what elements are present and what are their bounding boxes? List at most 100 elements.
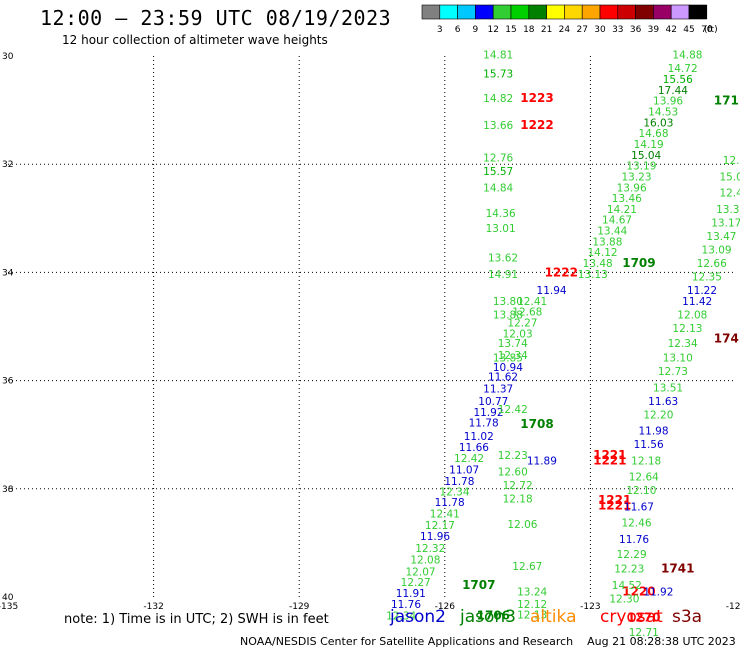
legend-swatch [653,4,672,20]
wave-height-label: 13.01 [486,223,516,235]
wave-height-label: 11.78 [469,418,499,430]
wave-height-label: 11.94 [537,285,567,297]
wave-height-label: 11.76 [391,599,421,611]
wave-height-label: 13.44 [597,226,627,238]
observations: 14.81 15.73 14.82 1223 13.66 1222 12.76 15.57 14… [386,50,740,639]
wave-height-label: 14.84 [483,182,513,194]
pass-time-label: 1223 [520,91,553,105]
legend-swatch [599,4,619,20]
wave-height-label: 11.02 [464,431,494,443]
wave-height-label: 11.37 [483,384,513,396]
wave-height-label: 13.38 [716,204,740,216]
wave-height-label: 12.35 [692,272,722,284]
legend-label: 12 [487,25,498,35]
legend-swatch [439,4,458,20]
wave-height-label: 12.32 [415,543,445,555]
wave-height-label: 12.34 [439,486,469,498]
wave-height-label: 12.68 [512,307,542,319]
wave-height-label: 11.66 [459,442,489,454]
wave-height-label: 12.42 [454,453,484,465]
wave-height-label: 13.80 [493,296,523,308]
legend-swatch [670,4,690,20]
lat-tick-label: 32 [2,160,13,170]
wave-height-label: 12.23 [614,564,644,576]
pass-time-label: 1221 [598,493,631,507]
wave-height-label: 12.13 [517,610,547,622]
wave-height-label: 14.91 [488,269,518,281]
legend-label: 45 [683,25,694,35]
lat-tick-label: 38 [2,485,14,495]
wave-height-label: 12.08 [410,554,440,566]
wave-height-label: 15.56 [663,74,693,86]
wave-height-label: 11.98 [638,426,668,438]
legend-label: 42 [665,25,676,35]
wave-height-label: 12.20 [643,409,673,421]
wave-height-label: 10.94 [493,362,523,374]
wave-height-label: 11.89 [527,455,557,467]
wave-height-label: 12.41 [430,508,460,520]
wave-height-label: 12.07 [406,566,436,578]
wave-height-label: 12. [723,155,740,167]
pass-time-label: 1741 [661,562,694,576]
legend-label: 6 [455,25,461,35]
wave-height-label: 11.92 [643,586,673,598]
legend-swatch [475,4,494,20]
legend-label: 18 [523,25,535,35]
wave-height-label: 13.74 [498,338,528,350]
wave-height-label: 13.85 [493,353,523,365]
wave-height-label: 13.13 [578,269,608,281]
color-legend: 3 6 9 12 15 18 21 24 27 30 33 36 39 42 45 70(ft) [421,4,718,35]
legend-swatch [510,4,530,20]
wave-height-label: 11.96 [420,531,450,543]
wave-height-label: 14.21 [607,204,637,216]
credit-line: NOAA/NESDIS Center for Satellite Applica… [240,635,736,648]
wave-height-label: 13.96 [617,182,647,194]
wave-height-label: 13.23 [621,171,651,183]
wave-height-label: 12.06 [507,519,537,531]
legend-label: 36 [630,25,642,35]
wave-height-label: 12.64 [629,472,659,484]
wave-height-label: 13.19 [626,161,656,173]
pass-time-label: 1270 [627,610,660,624]
legend-label: 33 [612,25,623,35]
wave-height-label: 14.88 [672,50,702,62]
wave-height-label: 11.76 [619,534,649,546]
wave-height-label: 12.41 [517,296,547,308]
wave-height-label: 13.17 [711,217,740,229]
wave-height-label: 11.78 [444,476,474,488]
satellite-cryosat: cryosat [600,607,663,627]
satellite-altika: altika [530,607,577,627]
wave-height-label: 12.66 [697,258,727,270]
pass-time-label: 1221 [593,453,626,467]
wave-height-label: 13.88 [493,309,523,321]
satellite-s3a: s3a [672,607,703,627]
page-subtitle: 12 hour collection of altimeter wave hei… [62,33,328,47]
lon-tick-label: -126 [435,602,456,612]
wave-height-label: 12.42 [498,404,528,416]
legend-label: 9 [473,25,479,35]
pass-time-label: 1222 [520,118,553,132]
wave-height-label: 12.4 [719,188,740,200]
wave-height-label: 14.68 [638,128,668,140]
legend-swatch [421,4,441,20]
wave-height-label: 10.77 [478,396,508,408]
lon-tick-label: -132 [143,602,163,612]
satellite-jason3: jason3 [460,607,516,627]
wave-height-label: 11.56 [634,439,664,451]
pass-time-label: 174 [714,332,739,346]
wave-height-label: 14.72 [668,63,698,75]
wave-height-label: 11.78 [435,497,465,509]
wave-height-label: 13.88 [592,236,622,248]
wave-height-label: 12.76 [483,152,513,164]
wave-height-label: 12.29 [617,549,647,561]
wave-height-label: 13.47 [706,231,736,243]
wave-height-label: 12.73 [658,366,688,378]
pass-time-label: 1222 [545,266,578,280]
wave-height-label: 12.71 [629,627,659,639]
wave-height-label: 15.73 [483,69,513,81]
wave-height-label: 13.24 [517,586,547,598]
wave-height-label: 15.04 [631,150,661,162]
wave-height-label: 11.92 [473,407,503,419]
wave-height-label: 13.96 [653,96,683,108]
